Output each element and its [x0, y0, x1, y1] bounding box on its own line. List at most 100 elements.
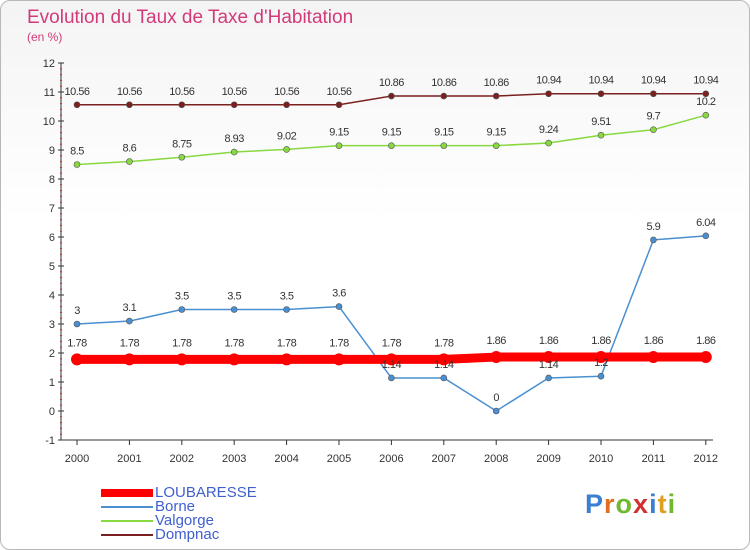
data-label: 9.15	[329, 127, 349, 139]
y-tick-label: 7	[49, 203, 55, 215]
x-tick-label: 2010	[589, 453, 613, 465]
data-point	[126, 158, 133, 165]
x-tick-label: 2006	[379, 453, 403, 465]
data-label: 10.56	[169, 86, 194, 98]
data-point	[388, 92, 395, 100]
legend-label: Dompnac	[155, 526, 220, 543]
data-label: 10.86	[431, 77, 456, 89]
data-label: 1.14	[382, 359, 402, 371]
legend-item-dompnac: Dompnac	[101, 526, 257, 543]
data-label: 1.14	[434, 359, 454, 371]
chart-title: Evolution du Taux de Taxe d'Habitation	[27, 7, 354, 28]
legend-item-borne: Borne	[101, 499, 257, 514]
data-point	[335, 142, 343, 149]
data-point	[597, 131, 605, 139]
data-point	[545, 139, 552, 147]
data-label: 10.86	[484, 77, 509, 89]
data-point	[178, 101, 186, 109]
data-label: 9.15	[486, 127, 506, 139]
data-point	[650, 126, 657, 133]
legend-item-valgorge: Valgorge	[101, 512, 257, 529]
x-tick-label: 2009	[536, 453, 560, 465]
logo-letter: r	[604, 489, 616, 519]
data-label: 10.86	[379, 77, 404, 89]
data-point	[650, 90, 657, 98]
chart-unit-label: (en %)	[27, 30, 63, 44]
data-label: 8.6	[123, 143, 137, 155]
y-tick-label: 6	[49, 232, 55, 244]
data-point	[440, 374, 448, 382]
data-label: 10.94	[693, 75, 718, 87]
data-label: 1.78	[224, 337, 244, 349]
data-label: 9.24	[539, 124, 559, 136]
proxiti-logo: Proxiti	[585, 489, 676, 520]
data-label: 8.93	[224, 133, 244, 145]
data-label: 1.86	[486, 335, 506, 347]
chart-legend: LOUBARESSE Borne Valgorge Dompnac	[101, 485, 257, 543]
data-label: 1.78	[172, 337, 192, 349]
data-point	[178, 306, 186, 313]
data-label: 0	[493, 392, 499, 404]
y-tick-label: 8	[49, 174, 55, 186]
data-label: 10.56	[326, 86, 351, 98]
data-label: 1.2	[594, 357, 608, 369]
data-point	[702, 232, 710, 240]
data-label: 10.56	[117, 86, 142, 98]
y-tick-label: 0	[49, 406, 55, 418]
data-point	[126, 101, 133, 109]
data-point	[230, 101, 238, 109]
x-tick-label: 2012	[694, 453, 718, 465]
data-point	[542, 351, 555, 364]
data-label: 9.7	[647, 111, 661, 123]
data-label: 1.78	[329, 337, 349, 349]
data-point	[123, 353, 136, 366]
data-label: 1.86	[644, 335, 664, 347]
logo-letter: x	[633, 489, 650, 519]
data-point	[388, 374, 395, 382]
data-point	[650, 236, 657, 244]
legend-swatch	[101, 506, 153, 508]
y-tick-label: 4	[49, 290, 55, 302]
x-tick-label: 2000	[65, 453, 89, 465]
data-point	[702, 90, 710, 98]
legend-label: Valgorge	[155, 512, 214, 529]
data-point	[280, 353, 293, 366]
y-tick-label: -1	[45, 435, 55, 447]
data-label: 10.56	[222, 86, 247, 98]
data-label: 9.15	[382, 127, 402, 139]
data-point	[335, 101, 343, 109]
data-label: 1.78	[120, 337, 140, 349]
data-point	[228, 353, 241, 366]
y-tick-label: 10	[43, 116, 55, 128]
logo-letter: o	[615, 489, 634, 519]
data-label: 8.75	[172, 138, 192, 150]
data-point	[492, 92, 500, 100]
data-point	[333, 353, 345, 366]
data-point	[230, 306, 238, 313]
data-label: 1.86	[591, 335, 611, 347]
data-point	[71, 353, 83, 366]
x-tick-label: 2001	[117, 453, 141, 465]
x-tick-label: 2005	[327, 453, 351, 465]
data-point	[283, 146, 290, 153]
x-tick-label: 2011	[642, 453, 666, 465]
data-point	[490, 351, 503, 364]
data-label: 10.94	[641, 75, 666, 87]
data-point	[440, 142, 448, 149]
data-label: 9.51	[591, 116, 611, 128]
x-tick-label: 2008	[484, 453, 508, 465]
data-label: 10.94	[588, 75, 613, 87]
data-point	[283, 101, 290, 109]
legend-swatch	[101, 489, 153, 497]
data-point	[595, 351, 607, 364]
data-point	[440, 92, 448, 100]
data-label: 3.1	[123, 302, 137, 314]
data-label: 1.78	[67, 337, 87, 349]
data-label: 3.6	[332, 288, 346, 300]
logo-letter: t	[657, 489, 668, 519]
data-label: 10.94	[536, 75, 561, 87]
data-label: 10.2	[696, 96, 716, 108]
data-label: 1.78	[434, 337, 454, 349]
